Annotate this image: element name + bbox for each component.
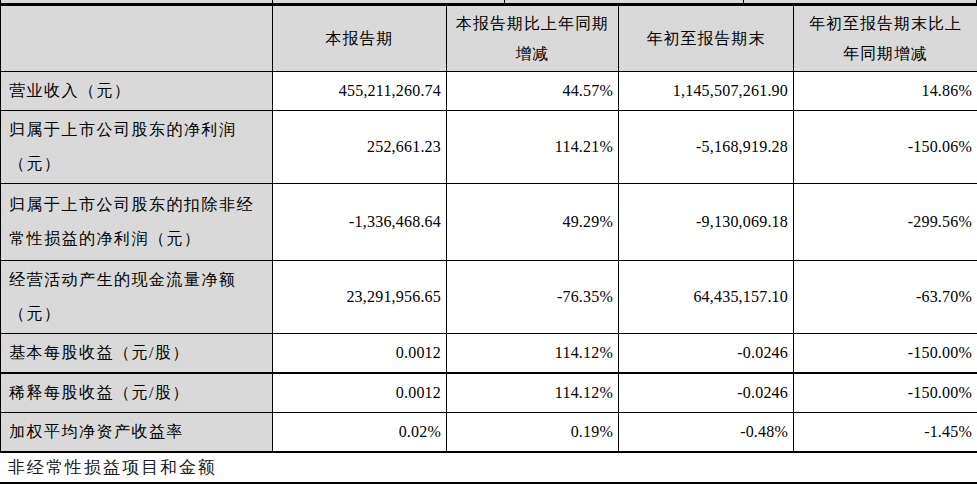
header-cell: 本报告期比上年同期 增减 — [447, 6, 619, 72]
table-row: 基本每股收益（元/股）0.0012114.12%-0.0246-150.00% — [1, 334, 977, 374]
value-cell: -63.70% — [794, 261, 977, 334]
value-cell: -0.0246 — [619, 373, 794, 413]
value-cell: 44.57% — [447, 72, 619, 111]
section-caption: 非经常性损益项目和金额 — [8, 456, 217, 479]
row-label: 归属于上市公司股东的净利润 （元） — [1, 111, 273, 184]
header-cell: 年初至报告期末比上 年同期增减 — [794, 6, 977, 72]
row-label: 经营活动产生的现金流量净额 （元） — [1, 261, 273, 334]
table-row: 加权平均净资产收益率0.02%0.19%-0.48%-1.45% — [1, 413, 977, 453]
value-cell: -1,336,468.64 — [273, 184, 447, 261]
value-cell: 114.21% — [447, 111, 619, 184]
value-cell: 23,291,956.65 — [273, 261, 447, 334]
table-row: 稀释每股收益（元/股）0.0012114.12%-0.0246-150.00% — [1, 373, 977, 413]
value-cell: 455,211,260.74 — [273, 72, 447, 111]
value-cell: 64,435,157.10 — [619, 261, 794, 334]
value-cell: -0.0246 — [619, 334, 794, 374]
row-label: 加权平均净资产收益率 — [1, 413, 273, 453]
table-body: 营业收入（元）455,211,260.7444.57%1,145,507,261… — [1, 72, 977, 453]
table-row: 归属于上市公司股东的净利润 （元）252,661.23114.21%-5,168… — [1, 111, 977, 184]
header-cell-blank — [1, 6, 273, 72]
value-cell: -150.00% — [794, 334, 977, 374]
value-cell: 0.19% — [447, 413, 619, 453]
value-cell: -150.00% — [794, 373, 977, 413]
table-row: 营业收入（元）455,211,260.7444.57%1,145,507,261… — [1, 72, 977, 111]
value-cell: 0.02% — [273, 413, 447, 453]
value-cell: 49.29% — [447, 184, 619, 261]
value-cell: -76.35% — [447, 261, 619, 334]
value-cell: 14.86% — [794, 72, 977, 111]
header-row: 本报告期本报告期比上年同期 增减年初至报告期末年初至报告期末比上 年同期增减 — [1, 6, 977, 72]
remnant-column-divider — [743, 0, 744, 3]
value-cell: 1,145,507,261.90 — [619, 72, 794, 111]
row-label: 基本每股收益（元/股） — [1, 334, 273, 374]
value-cell: -9,130,069.18 — [619, 184, 794, 261]
value-cell: 0.0012 — [273, 373, 447, 413]
row-label: 稀释每股收益（元/股） — [1, 373, 273, 413]
table-row: 归属于上市公司股东的扣除非经 常性损益的净利润（元）-1,336,468.644… — [1, 184, 977, 261]
value-cell: 0.0012 — [273, 334, 447, 374]
next-table-top-border — [0, 482, 977, 484]
financial-report-page: 本报告期本报告期比上年同期 增减年初至报告期末年初至报告期末比上 年同期增减 营… — [0, 0, 977, 485]
row-label: 归属于上市公司股东的扣除非经 常性损益的净利润（元） — [1, 184, 273, 261]
table-row: 经营活动产生的现金流量净额 （元）23,291,956.65-76.35%64,… — [1, 261, 977, 334]
value-cell: 252,661.23 — [273, 111, 447, 184]
value-cell: -1.45% — [794, 413, 977, 453]
header-cell: 年初至报告期末 — [619, 6, 794, 72]
value-cell: -5,168,919.28 — [619, 111, 794, 184]
value-cell: -0.48% — [619, 413, 794, 453]
previous-table-remnant — [0, 0, 977, 5]
key-accounting-data-table: 本报告期本报告期比上年同期 增减年初至报告期末年初至报告期末比上 年同期增减 营… — [0, 5, 977, 453]
value-cell: -299.56% — [794, 184, 977, 261]
remnant-column-divider — [504, 0, 505, 3]
value-cell: -150.06% — [794, 111, 977, 184]
remnant-column-divider — [272, 0, 273, 3]
value-cell: 114.12% — [447, 373, 619, 413]
row-label: 营业收入（元） — [1, 72, 273, 111]
value-cell: 114.12% — [447, 334, 619, 374]
header-cell: 本报告期 — [273, 6, 447, 72]
